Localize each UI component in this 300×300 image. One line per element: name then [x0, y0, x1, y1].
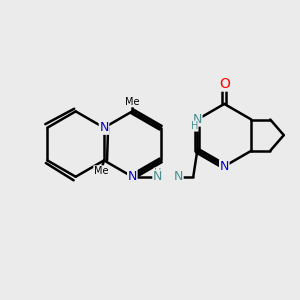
Text: N: N — [99, 121, 109, 134]
Text: N: N — [193, 113, 202, 126]
Text: H: H — [190, 121, 198, 131]
Text: Me: Me — [94, 166, 108, 176]
Text: N: N — [174, 170, 183, 183]
Text: N: N — [220, 160, 229, 173]
Text: N: N — [153, 170, 162, 183]
Text: H: H — [154, 168, 161, 178]
Text: H: H — [175, 175, 182, 185]
Text: O: O — [219, 77, 230, 91]
Text: Me: Me — [125, 97, 140, 107]
Text: N: N — [128, 170, 137, 183]
